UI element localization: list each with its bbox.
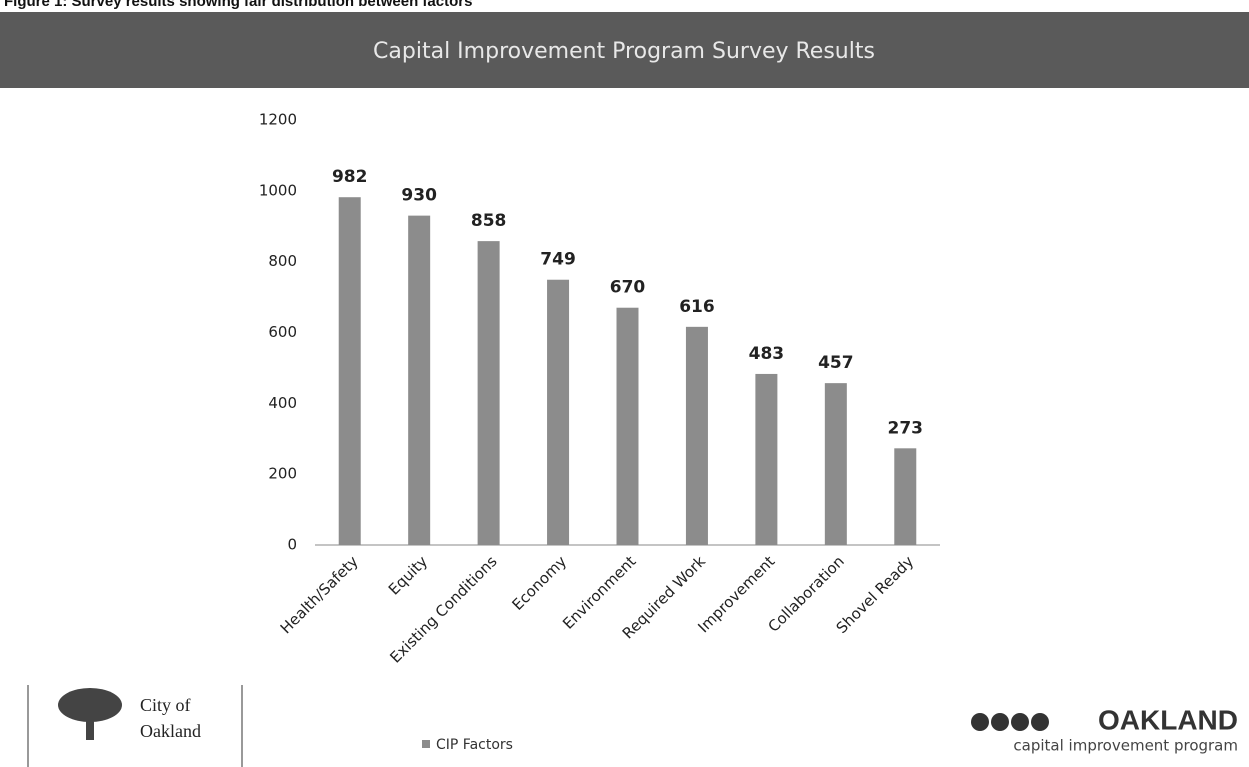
- bar: [477, 241, 500, 545]
- data-label: 616: [679, 297, 715, 317]
- caption: Figure 1: Survey results showing fair di…: [4, 0, 472, 10]
- y-tick-label: 600: [268, 323, 297, 341]
- y-tick-label: 0: [287, 536, 297, 554]
- y-tick-label: 800: [268, 252, 297, 270]
- title-banner: [0, 12, 1249, 88]
- y-tick-label: 200: [268, 465, 297, 483]
- legend-label: CIP Factors: [436, 737, 513, 753]
- bar: [685, 326, 708, 545]
- data-label: 982: [332, 167, 368, 187]
- legend-swatch: [422, 740, 430, 748]
- chart-title: Capital Improvement Program Survey Resul…: [373, 39, 875, 64]
- y-tick-label: 1000: [259, 181, 297, 199]
- x-tick-label: Equity: [385, 552, 431, 598]
- bar: [616, 307, 639, 545]
- data-label: 670: [610, 278, 646, 298]
- oakland-logo-subtitle: capital improvement program: [1013, 737, 1238, 755]
- data-label: 273: [888, 418, 924, 438]
- data-label: 457: [818, 353, 854, 373]
- bar: [824, 383, 847, 545]
- x-tick-label: Health/Safety: [277, 552, 362, 637]
- oakland-logo-title: OAKLAND: [1098, 704, 1238, 735]
- bar: [338, 197, 361, 546]
- data-label: 483: [749, 344, 785, 364]
- data-label: 930: [401, 186, 437, 206]
- bar: [408, 215, 431, 545]
- city-logo-text: City of: [140, 695, 191, 715]
- y-tick-label: 1200: [259, 111, 297, 129]
- bar: [894, 448, 917, 545]
- oakland-icons: [971, 713, 1049, 731]
- city-logo-text: Oakland: [140, 721, 201, 741]
- bar: [547, 279, 570, 545]
- data-label: 749: [540, 250, 576, 270]
- y-tick-label: 400: [268, 394, 297, 412]
- bar: [755, 373, 778, 545]
- data-label: 858: [471, 211, 507, 231]
- x-tick-label: Economy: [508, 552, 570, 614]
- tree-logo: [58, 688, 122, 740]
